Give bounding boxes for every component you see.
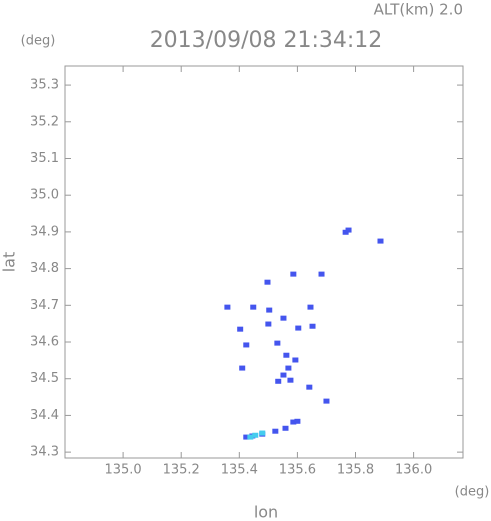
echo-point xyxy=(259,430,266,436)
y-tick-label: 34.5 xyxy=(30,371,59,386)
x-tick-label: 136.0 xyxy=(395,463,432,478)
y-tick-label: 34.3 xyxy=(30,445,59,460)
echo-point xyxy=(283,352,290,358)
x-unit: (deg) xyxy=(455,485,490,500)
echo-point xyxy=(280,372,287,378)
subtitle: ALT(km) 2.0 xyxy=(374,1,463,19)
echo-point xyxy=(264,279,271,285)
x-axis-label: lon xyxy=(254,503,278,521)
x-tick-label: 135.8 xyxy=(337,463,374,478)
echo-point xyxy=(250,304,257,310)
echo-point xyxy=(318,271,325,277)
echo-point xyxy=(252,432,259,438)
echo-point xyxy=(237,326,244,332)
echo-point xyxy=(272,428,279,434)
x-tick-label: 135.4 xyxy=(221,463,258,478)
y-tick-label: 35.3 xyxy=(30,78,59,93)
echo-point xyxy=(295,325,302,331)
x-tick-label: 135.2 xyxy=(163,463,200,478)
echo-point xyxy=(307,304,314,310)
echo-point xyxy=(294,418,301,424)
echo-point xyxy=(224,304,231,310)
plot-frame xyxy=(64,65,464,459)
y-tick-label: 34.7 xyxy=(30,298,59,313)
echo-point xyxy=(280,315,287,321)
y-tick-label: 34.4 xyxy=(30,408,59,423)
y-tick-label: 34.6 xyxy=(30,335,59,350)
chart-title: 2013/09/08 21:34:12 xyxy=(150,28,383,53)
y-tick-label: 35.1 xyxy=(30,151,59,166)
echo-point xyxy=(292,357,299,363)
echo-point xyxy=(287,377,294,383)
echo-point xyxy=(345,227,352,233)
y-tick-label: 34.8 xyxy=(30,261,59,276)
x-tick-label: 135.6 xyxy=(279,463,316,478)
echo-point xyxy=(290,271,297,277)
echo-point xyxy=(266,307,273,313)
echo-point xyxy=(290,419,297,425)
x-tick-label: 135.0 xyxy=(104,463,141,478)
echo-point xyxy=(323,398,330,404)
echo-point xyxy=(239,365,246,371)
echo-point xyxy=(243,342,250,348)
echo-point xyxy=(309,323,316,329)
echo-point xyxy=(377,238,384,244)
echo-point xyxy=(275,378,282,384)
echo-point xyxy=(247,434,254,440)
echo-point xyxy=(285,365,292,371)
echo-point xyxy=(282,425,289,431)
y-unit: (deg) xyxy=(21,34,56,49)
echo-point xyxy=(243,434,250,440)
y-tick-label: 35.2 xyxy=(30,114,59,129)
y-axis-label: lat xyxy=(0,252,19,273)
y-tick-label: 34.9 xyxy=(30,224,59,239)
echo-point xyxy=(265,321,272,327)
y-tick-label: 35.0 xyxy=(30,188,59,203)
echo-point xyxy=(274,340,281,346)
echo-point xyxy=(306,384,313,390)
